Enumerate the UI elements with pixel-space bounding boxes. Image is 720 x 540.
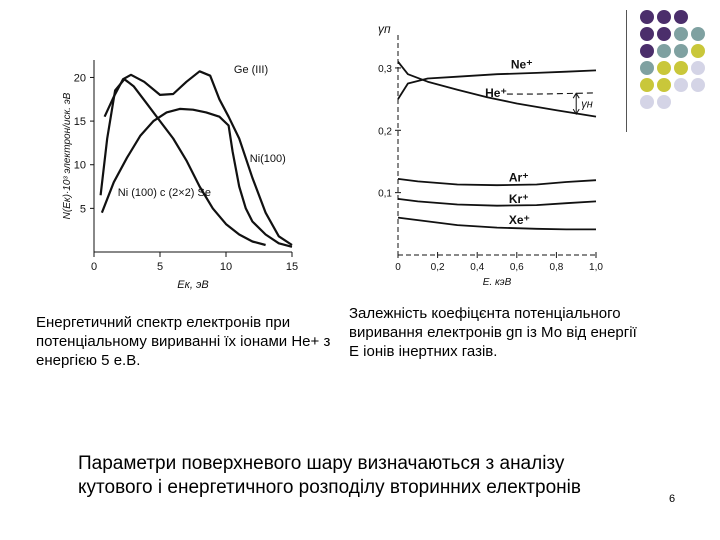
decor-dot — [640, 44, 654, 58]
decor-dot — [640, 78, 654, 92]
series-xe — [397, 216, 596, 231]
x-axis-label: Eк, эВ — [177, 279, 208, 291]
series-he — [397, 61, 597, 118]
gap-annotation: γн — [581, 99, 593, 111]
decor-dot — [657, 61, 671, 75]
x-tick-label: 0,6 — [510, 262, 524, 273]
series-ne — [397, 69, 597, 100]
energy-spectrum-chart: 0 5 10 15 5 10 15 20 Eк, эВ N(Eк)·10³ электрон/ис… — [62, 60, 298, 291]
y-tick-label: 0,2 — [378, 126, 392, 137]
decor-dot — [674, 61, 688, 75]
decor-dot — [657, 95, 671, 109]
y-axis-label: γп — [378, 22, 391, 36]
series-ni-100 — [99, 78, 266, 247]
x-tick-label: 0,4 — [470, 262, 484, 273]
series-label-ge-iii: Ge (III) — [234, 64, 268, 76]
decor-dot — [657, 10, 671, 24]
gap-arrow-down — [572, 108, 580, 116]
x-axis-label: E, кэВ — [483, 277, 512, 285]
x-tick-label: 10 — [220, 261, 232, 273]
page-number: 6 — [669, 493, 676, 505]
x-tick-label: 0,2 — [431, 262, 445, 273]
series-label-xe: Xe⁺ — [509, 213, 530, 227]
decorative-dot-grid — [640, 10, 712, 120]
decor-dot — [657, 44, 671, 58]
decor-dot — [691, 61, 705, 75]
series-label-ar: Ar⁺ — [509, 170, 529, 184]
series-ar — [397, 178, 597, 187]
y-tick-label: 15 — [74, 116, 86, 128]
left-caption: Енергетичний спектр електронів при потен… — [36, 314, 331, 369]
y-tick-label: 10 — [74, 160, 86, 172]
decor-dot — [640, 27, 654, 41]
series-ge-iii — [103, 70, 293, 246]
decor-dot — [657, 78, 671, 92]
series-label-ni-100: Ni(100) — [250, 153, 286, 165]
emission-coefficient-chart: 0 0,2 0,4 0,6 0,8 1,0 0,1 0,2 0,3 γп E, кэВ Ne⁺ He⁺ A… — [378, 22, 603, 285]
decor-dot — [674, 10, 688, 24]
series-label-ni-100-c-2-2-se: Ni (100) c (2×2) Se — [118, 187, 211, 199]
x-tick-label: 0,8 — [549, 262, 563, 273]
decor-dot — [657, 27, 671, 41]
series-he-dashed — [506, 92, 597, 95]
gap-arrow-up — [572, 92, 580, 99]
series-label-he: He⁺ — [485, 86, 507, 100]
decor-dot — [674, 27, 688, 41]
x-tick-label: 5 — [157, 261, 163, 273]
y-tick-label: 5 — [80, 203, 86, 215]
decor-dot — [640, 61, 654, 75]
series-kr — [397, 198, 597, 207]
y-tick-label: 0,3 — [378, 64, 392, 75]
x-tick-label: 0 — [91, 261, 97, 273]
y-axis-label: N(Eк)·10³ электрон/иск. эВ — [62, 92, 73, 219]
y-tick-label: 0,1 — [378, 189, 392, 200]
decor-dot — [691, 27, 705, 41]
decor-dot — [640, 10, 654, 24]
decor-dot — [640, 95, 654, 109]
x-tick-label: 1,0 — [589, 262, 603, 273]
divider-line — [626, 10, 627, 132]
summary-text: Параметри поверхневого шару визначаються… — [78, 453, 581, 498]
right-caption: Залежність коефіцєнта потенціального вир… — [349, 305, 637, 360]
series-label-ne: Ne⁺ — [511, 58, 533, 72]
decor-dot — [674, 78, 688, 92]
y-tick-label: 20 — [74, 72, 86, 84]
decor-dot — [674, 44, 688, 58]
decor-dot — [691, 44, 705, 58]
series-ni-100-c-2-2-se — [100, 107, 293, 248]
decor-dot — [691, 78, 705, 92]
x-tick-label: 15 — [286, 261, 298, 273]
x-tick-label: 0 — [395, 262, 401, 273]
series-label-kr: Kr⁺ — [509, 192, 529, 206]
